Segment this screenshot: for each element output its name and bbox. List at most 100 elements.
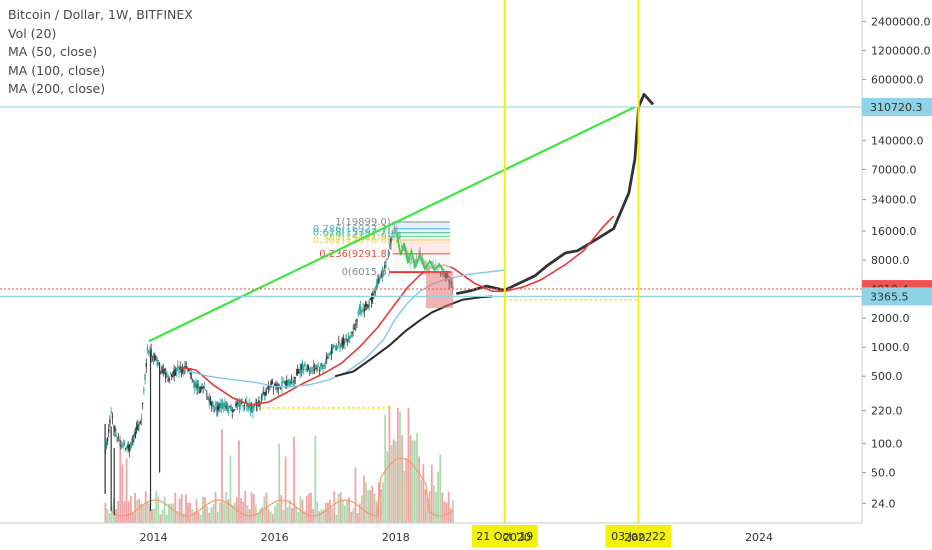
candle-body [128, 444, 131, 451]
candle-body [109, 419, 111, 424]
candle-body [298, 371, 300, 374]
candle-body [332, 345, 334, 350]
fib-zone [392, 222, 451, 229]
legend-ma-100[interactable]: MA (100, close) [8, 62, 106, 78]
candle-body [208, 397, 210, 403]
volume-bar [316, 501, 319, 523]
fib-level-label: 1(19899.0) [335, 217, 391, 228]
volume-bar [261, 506, 264, 523]
volume-bar [449, 508, 452, 523]
volume-bar [185, 494, 187, 523]
fib-zone [392, 239, 451, 254]
date-marker-label: 21 Oct '19 [476, 530, 533, 543]
candle-body [163, 369, 166, 370]
fib-zone [392, 232, 451, 237]
candle-body [169, 372, 172, 374]
candle-body [115, 433, 117, 437]
candle-body [105, 441, 108, 449]
candle-body [356, 318, 358, 322]
chart-title[interactable]: Bitcoin / Dollar, 1W, BITFINEX [8, 7, 193, 22]
candle-body [313, 368, 316, 371]
candle-body [344, 343, 346, 345]
candle-body [374, 291, 376, 293]
volume-bar [284, 456, 287, 523]
volume-bar [401, 435, 404, 523]
candle-body [386, 258, 388, 260]
candle-body [146, 346, 149, 351]
volume-bar [180, 494, 183, 523]
candle-body [328, 354, 330, 356]
volume-bar [218, 502, 221, 523]
legend-volume[interactable]: Vol (20) [8, 25, 57, 41]
candle-body [267, 385, 270, 390]
candle-body [266, 387, 269, 390]
x-tick-label: 2020 [503, 531, 531, 544]
candle-body [362, 307, 364, 309]
volume-bar [348, 497, 351, 523]
volume-bar [168, 503, 170, 523]
candle-body [358, 306, 361, 310]
candle-body [201, 387, 203, 388]
candle-body [218, 403, 220, 410]
candle-body [235, 403, 237, 407]
volume-bar [333, 490, 336, 523]
volume-bar [420, 479, 423, 523]
candle-body [321, 364, 323, 367]
candle-body [135, 427, 138, 430]
candle-body [376, 279, 379, 287]
candle-body [225, 406, 227, 408]
candle-body [336, 347, 339, 349]
candle-body [192, 379, 195, 383]
candle-body [381, 269, 384, 277]
x-tick-label: 2018 [382, 531, 410, 544]
candle-body [273, 384, 276, 386]
y-tick-label: 50.0 [871, 467, 896, 480]
volume-bar [452, 499, 454, 523]
y-tick-label: 100.0 [871, 438, 903, 451]
candle-body [143, 388, 145, 392]
volume-bar [416, 433, 418, 523]
candle-body [286, 380, 288, 388]
y-tick-label: 70000.0 [871, 163, 917, 176]
candle-body [219, 402, 221, 408]
candle-body [335, 345, 338, 351]
candle-body [112, 428, 115, 429]
volume-bar [407, 407, 410, 523]
volume-bar [115, 509, 117, 523]
candle-body [250, 406, 253, 408]
candle-body [352, 325, 355, 330]
volume-bar [257, 512, 259, 523]
candle-body [236, 402, 238, 406]
candle-body [365, 304, 368, 306]
candle-body [387, 249, 390, 257]
volume-bar [127, 501, 130, 523]
candle-body [209, 398, 212, 405]
volume-bar [386, 451, 389, 523]
volume-bar [231, 505, 234, 523]
volume-bar [132, 513, 134, 523]
candle-body [361, 309, 363, 312]
candle-body [183, 371, 185, 374]
volume-bar [210, 507, 213, 523]
candle-body [324, 360, 327, 363]
fib-level-label: 0(6015.6) [342, 267, 391, 278]
candle-body [333, 345, 335, 346]
candle-body [299, 368, 301, 373]
legend-ma-50[interactable]: MA (50, close) [8, 44, 98, 59]
candle-body [305, 367, 307, 371]
volume-bar [216, 511, 219, 523]
volume-bar [238, 440, 240, 523]
volume-bar [424, 489, 427, 523]
candle-body [231, 410, 233, 412]
candle-body [269, 388, 271, 390]
candle-body [248, 403, 250, 409]
volume-bar [310, 492, 312, 523]
fib-zone [392, 253, 451, 273]
volume-bar [106, 508, 109, 523]
volume-bar [187, 502, 189, 523]
volume-bar [174, 492, 177, 523]
legend-ma-200[interactable]: MA (200, close) [8, 81, 106, 96]
candle-body [156, 359, 158, 366]
volume-bar [229, 455, 232, 523]
